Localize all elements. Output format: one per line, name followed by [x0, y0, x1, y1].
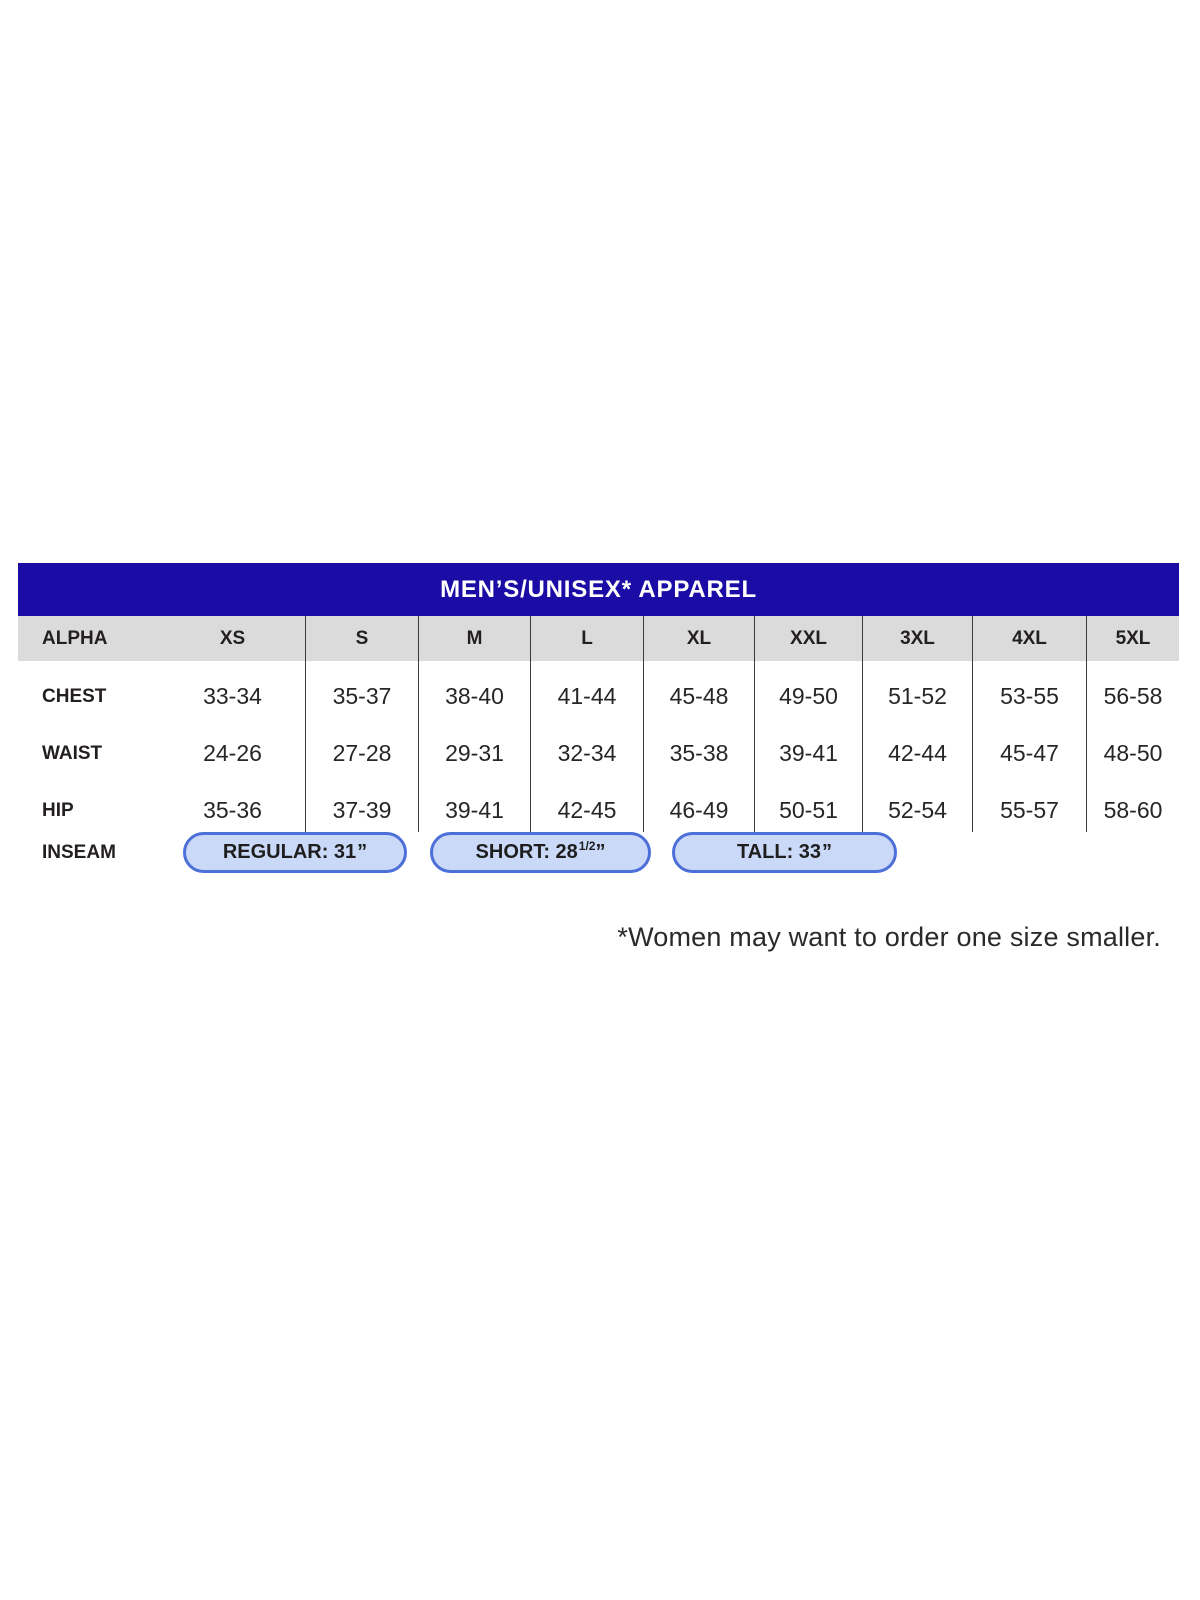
size-cell: 51-52: [863, 661, 973, 718]
size-cell: 38-40: [419, 661, 531, 718]
inseam-tall-pill[interactable]: TALL: 33”: [672, 832, 897, 873]
size-cell: 29-31: [419, 718, 531, 775]
col-header-4xl: 4XL: [973, 616, 1087, 661]
col-header-alpha: ALPHA: [18, 616, 160, 661]
size-cell: 42-44: [863, 718, 973, 775]
size-cell: 49-50: [755, 661, 863, 718]
size-cell: 45-47: [973, 718, 1087, 775]
col-header-3xl: 3XL: [863, 616, 973, 661]
size-cell: 35-38: [644, 718, 755, 775]
inseam-regular-pill[interactable]: REGULAR: 31”: [183, 832, 407, 873]
inseam-regular-label: REGULAR: 31: [222, 841, 357, 863]
inseam-row: INSEAM REGULAR: 31” SHORT: 28 1/2” TALL: …: [18, 832, 1179, 880]
size-cell: 53-55: [973, 661, 1087, 718]
size-cell: 37-39: [306, 775, 419, 832]
col-header-l: L: [531, 616, 644, 661]
inseam-short-sup: 1/2: [578, 838, 596, 853]
size-cell: 27-28: [306, 718, 419, 775]
size-chart: MEN’S/UNISEX* APPAREL ALPHA XS S M L XL …: [18, 563, 1179, 953]
size-cell: 41-44: [531, 661, 644, 718]
size-cell: 39-41: [419, 775, 531, 832]
col-header-xl: XL: [644, 616, 755, 661]
size-cell: 45-48: [644, 661, 755, 718]
size-cell: 58-60: [1087, 775, 1179, 832]
row-label-hip: HIP: [18, 775, 160, 832]
row-label-chest: CHEST: [18, 661, 160, 718]
size-cell: 56-58: [1087, 661, 1179, 718]
size-cell: 50-51: [755, 775, 863, 832]
col-header-xs: XS: [160, 616, 306, 661]
col-header-m: M: [419, 616, 531, 661]
size-cell: 33-34: [160, 661, 306, 718]
inseam-short-pill[interactable]: SHORT: 28 1/2”: [430, 832, 651, 873]
size-cell: 55-57: [973, 775, 1087, 832]
col-header-5xl: 5XL: [1087, 616, 1179, 661]
size-cell: 48-50: [1087, 718, 1179, 775]
size-cell: 32-34: [531, 718, 644, 775]
col-header-xxl: XXL: [755, 616, 863, 661]
size-cell: 39-41: [755, 718, 863, 775]
size-cell: 42-45: [531, 775, 644, 832]
chart-title: MEN’S/UNISEX* APPAREL: [18, 563, 1179, 616]
inseam-short-inch-mark: ”: [595, 841, 606, 863]
size-cell: 35-37: [306, 661, 419, 718]
inseam-regular-inch-mark: ”: [357, 841, 368, 863]
footnote: *Women may want to order one size smalle…: [617, 922, 1161, 952]
size-table: ALPHA XS S M L XL XXL 3XL 4XL 5XL CHEST …: [18, 616, 1179, 832]
inseam-short-label: SHORT: 28: [475, 841, 578, 863]
row-label-waist: WAIST: [18, 718, 160, 775]
size-cell: 46-49: [644, 775, 755, 832]
size-cell: 24-26: [160, 718, 306, 775]
size-cell: 52-54: [863, 775, 973, 832]
col-header-s: S: [306, 616, 419, 661]
inseam-tall-inch-mark: ”: [822, 841, 833, 863]
inseam-tall-label: TALL: 33: [736, 841, 822, 863]
row-label-inseam: INSEAM: [42, 841, 116, 863]
size-cell: 35-36: [160, 775, 306, 832]
